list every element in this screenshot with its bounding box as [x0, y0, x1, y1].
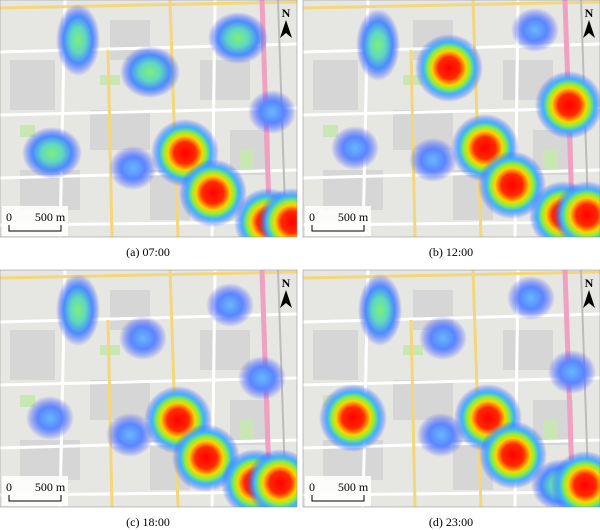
heat-spot [22, 127, 82, 179]
north-label: N [282, 276, 291, 290]
heat-spot [119, 316, 167, 360]
heat-spot [548, 350, 596, 394]
north-label: N [585, 276, 594, 290]
north-arrow [583, 290, 595, 308]
scale-zero: 0 [6, 480, 12, 494]
scale-zero: 0 [309, 480, 315, 494]
heat-spot [56, 274, 100, 346]
north-label: N [585, 6, 594, 20]
scale-zero: 0 [6, 210, 12, 224]
heat-spot [120, 46, 180, 98]
scale-label: 500 m [35, 480, 66, 494]
heat-spot [106, 413, 154, 457]
heat-spot [358, 274, 402, 346]
heat-spot [206, 283, 254, 327]
heat-spot [258, 188, 297, 237]
north-arrow [583, 20, 595, 38]
panel-border [0, 0, 298, 238]
caption: (a) 07:00 [126, 245, 170, 259]
heat-spot [415, 34, 483, 102]
caption: (d) 23:00 [429, 515, 473, 529]
caption: (c) 18:00 [126, 515, 170, 529]
heat-layer [26, 274, 297, 507]
heat-spot [246, 449, 297, 507]
scale-zero: 0 [309, 210, 315, 224]
scale-bar [311, 495, 365, 502]
heat-spot [417, 413, 465, 457]
heat-layer [22, 4, 297, 237]
heat-spot [179, 159, 247, 227]
heat-spot [56, 4, 100, 76]
scale-bar [8, 495, 62, 502]
heat-spot [419, 316, 467, 360]
north-arrow [280, 20, 292, 38]
heat-spot [26, 396, 74, 440]
scale-label: 500 m [338, 480, 369, 494]
scale-bar [311, 225, 365, 232]
scale-bar [8, 225, 62, 232]
heat-layer [331, 8, 600, 237]
scale-label: 500 m [338, 210, 369, 224]
heat-spot [479, 421, 547, 489]
heat-spot [238, 356, 286, 400]
heat-spot [511, 8, 559, 52]
heat-spot [319, 384, 387, 452]
north-label: N [282, 6, 291, 20]
panel-border [0, 269, 298, 508]
heat-spot [553, 181, 600, 237]
heat-layer [319, 274, 600, 507]
heat-spot [409, 138, 457, 182]
map-panel: N 0 500 m [302, 0, 600, 238]
panel-border [302, 269, 600, 508]
heat-spot [208, 12, 268, 64]
heat-spot [478, 151, 546, 219]
map-panel: N 0 500 m [0, 0, 298, 238]
heat-spot [551, 451, 600, 507]
heat-spot [356, 9, 400, 81]
map-panel: N 0 500 m [0, 269, 298, 508]
scale-label: 500 m [35, 210, 66, 224]
caption: (b) 12:00 [429, 245, 473, 259]
north-arrow [280, 290, 292, 308]
heat-spot [535, 71, 600, 139]
map-panel: N 0 500 m [302, 269, 600, 508]
panel-border [302, 0, 600, 238]
heat-spot [248, 90, 296, 134]
heat-spot [109, 146, 157, 190]
heat-spot [331, 126, 379, 170]
heat-spot [507, 276, 555, 320]
